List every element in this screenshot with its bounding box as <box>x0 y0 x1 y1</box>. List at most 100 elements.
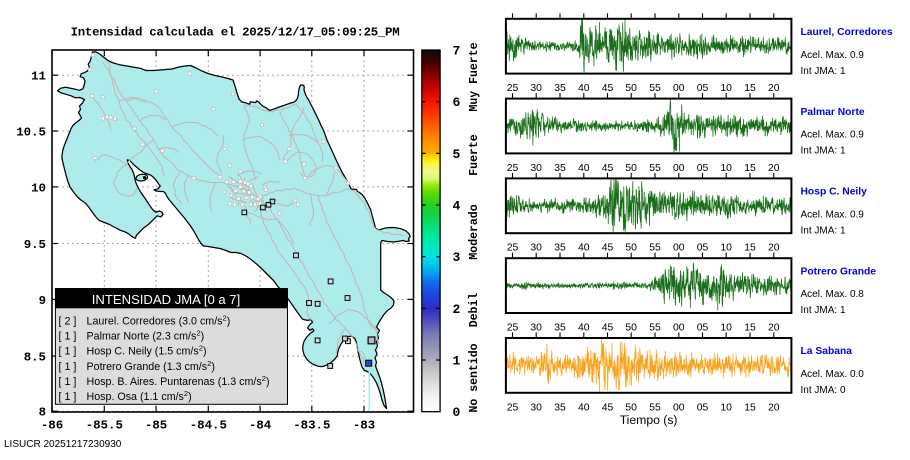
svg-text:45: 45 <box>602 323 614 334</box>
svg-text:25: 25 <box>507 402 519 413</box>
svg-text:[ 1 ]: [ 1 ] <box>59 331 77 343</box>
svg-text:Tiempo (s): Tiempo (s) <box>620 413 678 427</box>
svg-text:30: 30 <box>530 83 542 94</box>
svg-text:50: 50 <box>625 163 637 174</box>
svg-text:Fuerte: Fuerte <box>468 134 481 176</box>
svg-text:00: 00 <box>673 402 685 413</box>
svg-text:Potrero Grande (1.3 cm/s2): Potrero Grande (1.3 cm/s2) <box>87 359 215 373</box>
svg-text:10: 10 <box>720 83 732 94</box>
svg-text:No sentido: No sentido <box>468 343 481 412</box>
svg-text:Acel. Max. 0.8: Acel. Max. 0.8 <box>801 289 865 300</box>
svg-text:35: 35 <box>554 163 566 174</box>
svg-text:40: 40 <box>578 83 590 94</box>
svg-text:50: 50 <box>625 402 637 413</box>
svg-text:45: 45 <box>602 243 614 254</box>
svg-text:Palmar Norte: Palmar Norte <box>801 107 865 118</box>
svg-text:10: 10 <box>720 402 732 413</box>
svg-text:11: 11 <box>31 70 46 84</box>
svg-text:Int JMA: 1: Int JMA: 1 <box>801 225 846 236</box>
svg-text:20: 20 <box>768 402 780 413</box>
svg-text:-83: -83 <box>353 419 375 433</box>
svg-text:20: 20 <box>768 243 780 254</box>
svg-text:10.5: 10.5 <box>16 126 46 140</box>
svg-text:15: 15 <box>744 323 756 334</box>
svg-text:Acel. Max. 0.9: Acel. Max. 0.9 <box>801 130 865 141</box>
svg-text:20: 20 <box>768 83 780 94</box>
svg-text:10: 10 <box>720 163 732 174</box>
svg-text:45: 45 <box>602 83 614 94</box>
svg-text:5: 5 <box>453 147 461 162</box>
svg-text:Laurel, Corredores: Laurel, Corredores <box>801 27 893 38</box>
svg-text:10: 10 <box>31 181 46 195</box>
svg-text:Potrero Grande: Potrero Grande <box>801 266 877 277</box>
svg-text:05: 05 <box>697 243 709 254</box>
svg-text:35: 35 <box>554 402 566 413</box>
svg-text:0: 0 <box>453 405 461 420</box>
svg-text:05: 05 <box>697 323 709 334</box>
svg-text:15: 15 <box>744 83 756 94</box>
svg-text:15: 15 <box>744 402 756 413</box>
svg-text:9.5: 9.5 <box>24 238 46 252</box>
svg-text:55: 55 <box>649 402 661 413</box>
svg-text:Laurel. Corredores (3.0 cm/s2): Laurel. Corredores (3.0 cm/s2) <box>87 314 231 328</box>
svg-text:30: 30 <box>530 243 542 254</box>
svg-text:-84.5: -84.5 <box>190 419 227 433</box>
svg-text:35: 35 <box>554 243 566 254</box>
svg-text:LISUCR 20251217230930: LISUCR 20251217230930 <box>4 439 122 450</box>
svg-text:55: 55 <box>649 163 661 174</box>
svg-text:35: 35 <box>554 323 566 334</box>
svg-text:25: 25 <box>507 323 519 334</box>
svg-text:Moderado: Moderado <box>468 204 481 259</box>
svg-text:Acel. Max. 0.9: Acel. Max. 0.9 <box>801 209 865 220</box>
svg-text:15: 15 <box>744 163 756 174</box>
svg-text:45: 45 <box>602 402 614 413</box>
svg-text:3: 3 <box>453 250 461 265</box>
svg-text:INTENSIDAD JMA [0 a 7]: INTENSIDAD JMA [0 a 7] <box>92 292 240 307</box>
svg-text:-83.5: -83.5 <box>293 419 330 433</box>
svg-text:Palmar Norte (2.3 cm/s2): Palmar Norte (2.3 cm/s2) <box>87 329 205 343</box>
svg-text:Int JMA: 1: Int JMA: 1 <box>801 66 846 77</box>
svg-text:6: 6 <box>453 95 461 110</box>
svg-text:Hosp C. Neily: Hosp C. Neily <box>801 187 868 198</box>
svg-text:50: 50 <box>625 243 637 254</box>
svg-text:Acel. Max. 0.9: Acel. Max. 0.9 <box>801 50 865 61</box>
svg-text:45: 45 <box>602 163 614 174</box>
svg-text:25: 25 <box>507 243 519 254</box>
svg-text:05: 05 <box>697 83 709 94</box>
svg-text:30: 30 <box>530 163 542 174</box>
svg-text:2: 2 <box>453 302 461 317</box>
svg-text:[ 2 ]: [ 2 ] <box>59 316 77 328</box>
svg-text:50: 50 <box>625 83 637 94</box>
svg-text:[ 1 ]: [ 1 ] <box>59 376 77 388</box>
svg-text:Hosp. Osa (1.1 cm/s2): Hosp. Osa (1.1 cm/s2) <box>87 389 192 403</box>
svg-text:Int JMA: 1: Int JMA: 1 <box>801 146 846 157</box>
svg-text:-85: -85 <box>145 419 167 433</box>
svg-text:55: 55 <box>649 83 661 94</box>
svg-text:Intensidad calculada el 2025/1: Intensidad calculada el 2025/12/17_05:09… <box>71 26 400 40</box>
svg-text:00: 00 <box>673 243 685 254</box>
svg-text:00: 00 <box>673 163 685 174</box>
svg-text:9: 9 <box>39 294 46 308</box>
svg-text:8.5: 8.5 <box>24 351 46 365</box>
svg-text:7: 7 <box>453 44 461 59</box>
svg-text:05: 05 <box>697 402 709 413</box>
svg-text:-86: -86 <box>41 419 63 433</box>
svg-text:La Sabana: La Sabana <box>801 346 853 357</box>
svg-text:40: 40 <box>578 323 590 334</box>
svg-text:1: 1 <box>453 354 461 369</box>
svg-text:35: 35 <box>554 83 566 94</box>
svg-text:30: 30 <box>530 402 542 413</box>
svg-text:[ 1 ]: [ 1 ] <box>59 361 77 373</box>
svg-text:15: 15 <box>744 243 756 254</box>
svg-text:25: 25 <box>507 83 519 94</box>
svg-text:4: 4 <box>453 199 461 214</box>
svg-text:8: 8 <box>39 406 46 420</box>
svg-text:20: 20 <box>768 323 780 334</box>
svg-text:55: 55 <box>649 323 661 334</box>
svg-text:Hosp. B. Aires. Puntarenas (1.: Hosp. B. Aires. Puntarenas (1.3 cm/s2) <box>87 374 270 388</box>
svg-text:00: 00 <box>673 323 685 334</box>
svg-text:Hosp C. Neily (1.5 cm/s2): Hosp C. Neily (1.5 cm/s2) <box>87 344 207 358</box>
svg-text:[ 1 ]: [ 1 ] <box>59 346 77 358</box>
svg-text:40: 40 <box>578 402 590 413</box>
svg-text:-84: -84 <box>249 419 272 433</box>
